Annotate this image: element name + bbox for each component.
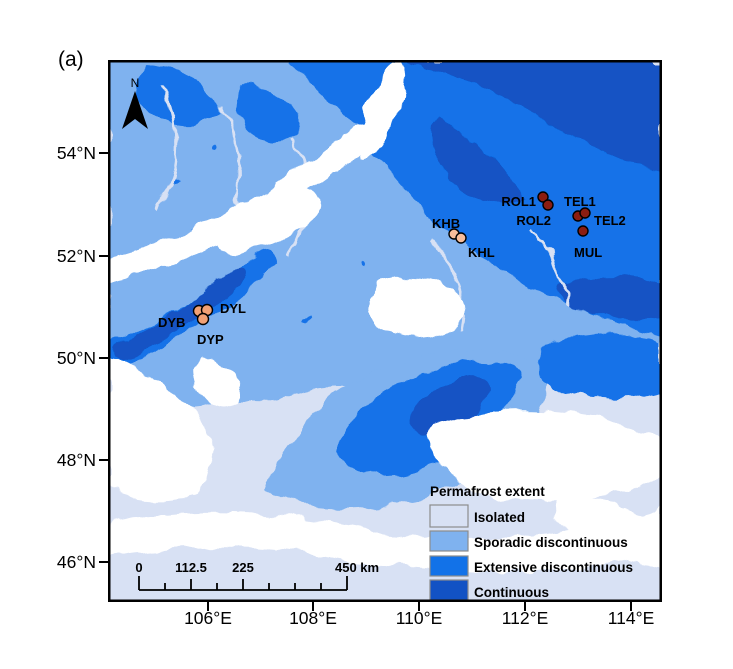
lat-label: 52°N — [56, 246, 96, 266]
map-svg: ROL1 ROL2 TEL1 TEL2 MUL KHB KHL DYB DYL … — [108, 60, 662, 602]
site-labels: ROL1 ROL2 TEL1 TEL2 MUL KHB KHL DYB DYL … — [158, 194, 626, 347]
legend-swatch-sporadic — [429, 530, 469, 552]
lon-label: 108°E — [289, 608, 337, 628]
legend-label-isolated: Isolated — [474, 510, 525, 525]
lon-tick — [207, 602, 209, 611]
site-dot-rol1 — [537, 191, 549, 203]
lon-label: 110°E — [395, 608, 443, 628]
north-arrow-label: N — [131, 76, 140, 90]
site-dot-khl — [455, 232, 467, 244]
permafrost-map: ROL1 ROL2 TEL1 TEL2 MUL KHB KHL DYB DYL … — [108, 60, 662, 602]
scale-label-112: 112.5 — [175, 560, 207, 575]
site-markers — [192, 191, 591, 326]
legend-swatch-isolated — [429, 504, 469, 528]
lon-label: 112°E — [501, 608, 549, 628]
lat-label: 46°N — [56, 552, 96, 572]
lake-baikal-body — [217, 62, 405, 252]
site-label-rol1: ROL1 — [501, 194, 536, 209]
site-label-rol2: ROL2 — [516, 213, 551, 228]
continuous-zone — [111, 60, 662, 436]
lat-label: 50°N — [56, 348, 96, 368]
lon-tick — [312, 602, 314, 611]
scale-label-225: 225 — [232, 560, 254, 575]
lon-tick — [630, 602, 632, 611]
site-label-khl: KHL — [468, 245, 495, 260]
north-arrow: N — [122, 76, 148, 129]
legend-label-extensive: Extensive discontinuous — [474, 560, 633, 575]
lat-tick — [99, 561, 108, 563]
legend-title: Permafrost extent — [430, 484, 545, 499]
map-frame — [108, 60, 662, 602]
lat-tick — [99, 152, 108, 154]
legend-swatch-continuous — [429, 579, 469, 601]
legend-label-continuous: Continuous — [474, 585, 549, 600]
lon-label: 106°E — [184, 608, 232, 628]
site-dot-tel1 — [579, 207, 591, 219]
scale-bar — [138, 576, 348, 591]
panel-label: (a) — [58, 48, 84, 71]
site-label-dyl: DYL — [220, 301, 246, 316]
site-label-khb: KHB — [432, 216, 460, 231]
lon-tick — [418, 602, 420, 611]
site-label-dyb: DYB — [158, 315, 185, 330]
lat-label: 48°N — [56, 450, 96, 470]
map-raster — [108, 60, 662, 602]
north-arrow-icon — [122, 91, 148, 129]
site-label-mul: MUL — [574, 245, 602, 260]
site-dot-dyp — [196, 312, 210, 326]
lat-label: 54°N — [56, 143, 96, 163]
site-label-dyp: DYP — [197, 332, 224, 347]
scale-label-0: 0 — [135, 560, 142, 575]
lat-tick — [99, 459, 108, 461]
legend: Permafrost extent Isolated Sporadic disc… — [429, 484, 633, 601]
white-areas — [108, 278, 662, 572]
legend-label-sporadic: Sporadic discontinuous — [474, 535, 628, 550]
scale-bar-labels: 0 112.5 225 450 km — [135, 560, 379, 575]
lat-tick — [99, 357, 108, 359]
site-dot-mul — [577, 225, 589, 237]
legend-swatch-extensive — [429, 555, 469, 577]
site-dot-rol2 — [542, 199, 554, 211]
site-label-tel1: TEL1 — [564, 194, 596, 209]
lon-tick — [524, 602, 526, 611]
site-label-tel2: TEL2 — [594, 213, 626, 228]
lat-tick — [99, 255, 108, 257]
lon-label: 114°E — [607, 608, 655, 628]
scale-label-450km: 450 km — [335, 560, 379, 575]
